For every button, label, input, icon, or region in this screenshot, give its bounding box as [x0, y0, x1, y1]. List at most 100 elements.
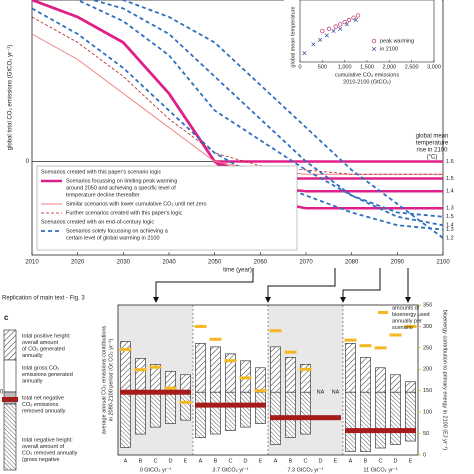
right-axis-label: temperature: [416, 141, 449, 147]
negative-bar: [135, 391, 146, 435]
schematic-note: CO₂ removed annually: [22, 450, 78, 456]
x-tick-label: C: [154, 458, 158, 464]
schematic-note: emissions generated: [22, 372, 73, 378]
y2-tick-label: 100: [423, 410, 432, 416]
legend-text: Scenarios created with an end-of-century…: [41, 219, 154, 225]
x-tick-label: 2030: [117, 260, 131, 266]
group-label: 7.3 GtCO₂ yr⁻¹: [287, 467, 323, 473]
negative-bar: [390, 391, 401, 445]
x-tick-label: B: [214, 458, 218, 464]
x-tick-label: C: [379, 458, 383, 464]
schematic-note: CO₂ emissions: [22, 402, 59, 408]
positive-bar: [255, 367, 266, 393]
x-tick-label: 2040: [162, 260, 176, 266]
point: [311, 42, 316, 47]
bioenergy-note: annually per: [392, 318, 422, 324]
point: [344, 22, 349, 27]
negative-bar: [300, 391, 311, 435]
negative-bar: [285, 391, 296, 438]
emission-line: [31, 16, 443, 175]
legend-box: [36, 165, 298, 251]
x-tick-label: 2100: [436, 260, 450, 266]
positive-bar: [360, 357, 371, 393]
point: [342, 19, 347, 25]
bioenergy-note: scenario: [392, 325, 413, 331]
point: [302, 51, 307, 56]
schematic-note: total positive height:: [22, 333, 71, 339]
negative-bar: [360, 391, 371, 452]
x-tick-label: A: [274, 458, 278, 464]
end-label: 1.5: [446, 176, 454, 182]
schematic-note: (gross negative: [22, 457, 60, 463]
na-label: NA: [332, 390, 340, 396]
bioenergy-mark: [389, 333, 402, 337]
x-tick-label: 1,500: [360, 64, 374, 70]
end-label: 1.4: [446, 189, 454, 195]
negative-bar: [345, 391, 356, 452]
x-tick-label: B: [364, 458, 368, 464]
schematic-note: overall amount of: [22, 444, 65, 450]
negative-bar: [150, 391, 161, 428]
y-axis-label: average annual CO₂ emissions contributio…: [101, 325, 107, 434]
x-tick-label: B: [289, 458, 293, 464]
point: [318, 37, 323, 42]
end-label: 1.6: [446, 159, 454, 165]
emission-line: [72, 0, 444, 218]
schematic-note: total net negative: [22, 395, 64, 401]
bioenergy-mark: [299, 367, 312, 371]
legend-text: Scenarios created with this paper's scen…: [41, 169, 162, 175]
legend-marker: [371, 46, 377, 52]
bioenergy-mark: [344, 338, 357, 342]
x-tick-label: C: [304, 458, 308, 464]
point: [346, 17, 352, 23]
legend-marker: [371, 38, 377, 44]
legend-text: certain level of global warming in 2100: [66, 235, 160, 241]
end-label: 1.5: [446, 214, 454, 220]
positive-bar: [405, 381, 416, 393]
group-label: 11 GtCO₂ yr⁻¹: [363, 467, 397, 473]
legend-text: peak warming: [380, 38, 414, 44]
emission-line: [118, 0, 444, 239]
positive-bar: [345, 343, 356, 393]
positive-bar: [375, 367, 386, 393]
point: [331, 28, 336, 34]
x-tick-label: E: [409, 458, 413, 464]
bioenergy-note: amounts of: [392, 305, 420, 311]
end-label: 1.2: [446, 235, 454, 241]
y2-tick-label: 250: [423, 345, 432, 351]
bioenergy-mark: [374, 346, 387, 350]
panel-title: Replication of main text - Fig. 3: [2, 296, 85, 302]
x-tick-label: D: [169, 458, 173, 464]
schematic-note: total negative height:: [22, 437, 73, 443]
schematic-net: [2, 397, 18, 402]
negative-bar: [405, 391, 416, 442]
bioenergy-mark: [119, 348, 132, 352]
point: [320, 28, 325, 34]
bioenergy-mark: [239, 376, 252, 380]
y2-tick-label: 200: [423, 367, 432, 373]
legend-text: in 2100: [380, 46, 398, 52]
net-mark: [195, 402, 266, 408]
negative-bar: [375, 391, 386, 449]
group-label: 3.7 GtCO₂ yr⁻¹: [212, 467, 248, 473]
legend-text: Similar scenarios with lower cumulative …: [66, 201, 207, 207]
legend: Scenarios created with this paper's scen…: [36, 165, 298, 251]
legend-text: Further scenarios created with this pape…: [66, 210, 183, 216]
bioenergy-mark: [134, 368, 147, 372]
x-tick-label: C: [229, 458, 233, 464]
negative-bar: [120, 391, 131, 448]
negative-bar: [165, 391, 176, 424]
positive-bar: [390, 374, 401, 393]
schematic-note: annually: [22, 353, 43, 359]
negative-bar: [225, 391, 236, 431]
x-tick-label: 2070: [299, 260, 313, 266]
schematic-pos: [3, 329, 17, 361]
legend-text: Scenarios solely focussing on achieving …: [66, 228, 169, 234]
schematic-note: overall amount: [22, 340, 59, 346]
right-axis-label: rise in 2100: [416, 148, 448, 154]
net-mark: [120, 389, 191, 395]
bioenergy-mark: [209, 337, 222, 341]
x-tick-label: 2080: [345, 260, 359, 266]
y2-tick-label: 300: [423, 324, 432, 330]
